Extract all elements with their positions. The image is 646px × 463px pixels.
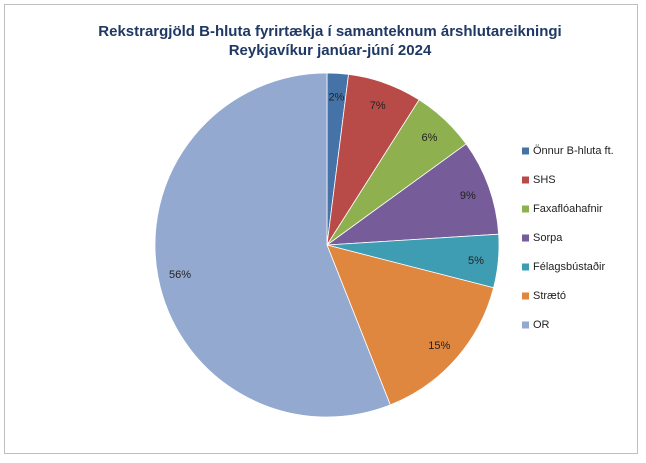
legend-swatch bbox=[522, 205, 529, 213]
legend-label: Önnur B-hluta ft. bbox=[533, 145, 614, 157]
data-label: 56% bbox=[169, 269, 191, 281]
data-label: 2% bbox=[328, 92, 344, 104]
legend-swatch bbox=[522, 321, 529, 329]
data-label: 7% bbox=[370, 100, 386, 112]
legend-label: OR bbox=[533, 319, 550, 331]
legend-label: Strætó bbox=[533, 290, 566, 302]
legend-label: Faxaflóahafnir bbox=[533, 203, 603, 215]
legend-label: Sorpa bbox=[533, 232, 563, 244]
legend-swatch bbox=[522, 176, 529, 184]
legend-swatch bbox=[522, 263, 529, 271]
legend-swatch bbox=[522, 292, 529, 300]
pie-slice bbox=[154, 72, 391, 418]
chart-title: Rekstrargjöld B-hluta fyrirtækja í saman… bbox=[98, 23, 562, 59]
data-label: 5% bbox=[468, 255, 484, 267]
legend-label: Félagsbústaðir bbox=[533, 261, 605, 273]
pie-slice bbox=[326, 244, 495, 406]
legend-label: SHS bbox=[533, 174, 556, 186]
pie-slice bbox=[325, 143, 500, 246]
chart-frame bbox=[4, 4, 638, 454]
data-label: 6% bbox=[421, 132, 437, 144]
legend-swatch bbox=[522, 147, 529, 155]
data-label: 15% bbox=[428, 340, 450, 352]
data-label: 9% bbox=[460, 190, 476, 202]
legend-swatch bbox=[522, 234, 529, 242]
